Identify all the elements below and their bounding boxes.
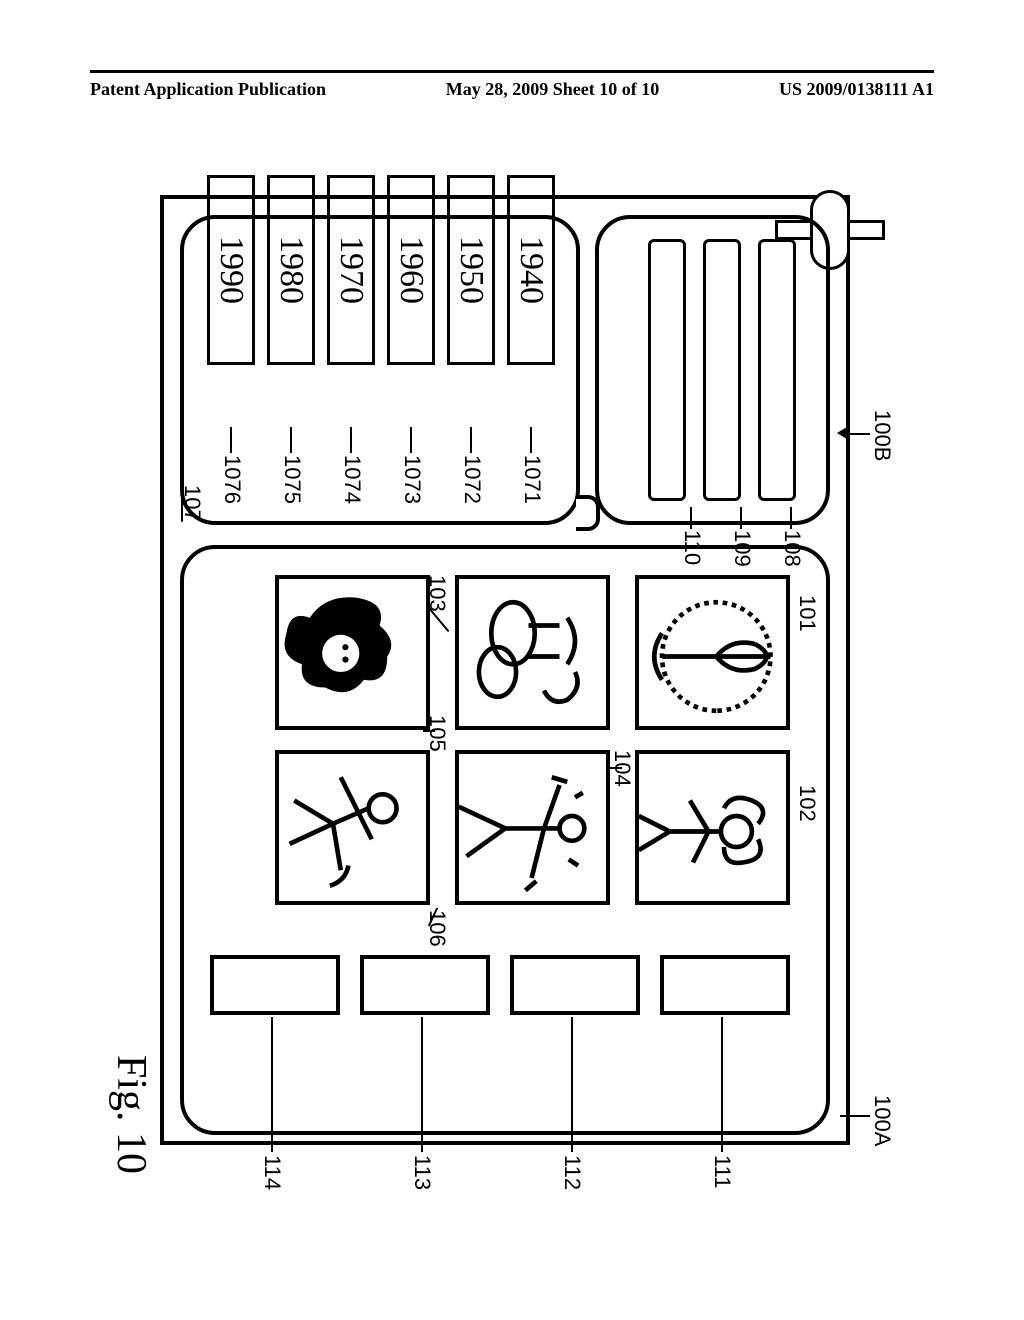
ref-100B: 100B — [869, 410, 895, 461]
tile-103 — [455, 575, 610, 730]
leader-105 — [423, 730, 435, 732]
decade-1940: 1940 — [507, 175, 555, 365]
tile-104-art — [455, 754, 606, 905]
header-left: Patent Application Publication — [90, 79, 326, 100]
leader-113 — [421, 1017, 423, 1152]
arrow-100B — [837, 427, 847, 439]
decade-1960: 1960 — [387, 175, 435, 365]
header-bar: Patent Application Publication May 28, 2… — [90, 70, 934, 100]
decade-1990-label: 1990 — [212, 236, 250, 304]
tile-101 — [635, 575, 790, 730]
ref-108: 108 — [779, 530, 805, 567]
tile-103-art — [455, 579, 606, 730]
leader-100B — [845, 433, 870, 435]
category-slot-1 — [758, 239, 796, 501]
ref-100A: 100A — [869, 1095, 895, 1146]
ref-1071: 1071 — [519, 455, 545, 504]
aux-box-114 — [210, 955, 340, 1015]
leader-1071 — [530, 427, 532, 453]
ref-102: 102 — [794, 785, 820, 822]
leader-111 — [721, 1017, 723, 1152]
ref-106: 106 — [424, 910, 450, 947]
ref-1072: 1072 — [459, 455, 485, 504]
tile-102 — [635, 750, 790, 905]
decade-1970-label: 1970 — [332, 236, 370, 304]
leader-100A — [840, 1115, 870, 1117]
decade-1980: 1980 — [267, 175, 315, 365]
ref-112: 112 — [559, 1155, 585, 1190]
decade-1960-label: 1960 — [392, 236, 430, 304]
leader-1075 — [290, 427, 292, 453]
tile-104 — [455, 750, 610, 905]
tile-106 — [275, 750, 430, 905]
ref-1073: 1073 — [399, 455, 425, 504]
leader-1072 — [470, 427, 472, 453]
ref-1075: 1075 — [279, 455, 305, 504]
header-right: US 2009/0138111 A1 — [779, 79, 934, 100]
ref-111: 111 — [709, 1155, 735, 1188]
figure-drawing: 1940 1950 1960 1970 1980 1990 — [130, 155, 890, 1185]
aux-box-111 — [660, 955, 790, 1015]
ref-1076: 1076 — [219, 455, 245, 504]
decade-1980-label: 1980 — [272, 236, 310, 304]
tile-105-art — [275, 579, 426, 730]
tile-102-art — [635, 754, 786, 905]
leader-110 — [690, 507, 692, 529]
ref-105: 105 — [424, 715, 450, 752]
tile-105 — [275, 575, 430, 730]
aux-box-113 — [360, 955, 490, 1015]
leader-104 — [610, 767, 622, 769]
tile-106-art — [275, 754, 426, 905]
figure-10: 1940 1950 1960 1970 1980 1990 — [0, 290, 1024, 1050]
decade-1990: 1990 — [207, 175, 255, 365]
leader-1076 — [230, 427, 232, 453]
tile-101-art — [635, 579, 786, 730]
header-mid: May 28, 2009 Sheet 10 of 10 — [446, 79, 659, 100]
panel-tab-notch — [576, 495, 600, 531]
leader-109 — [740, 507, 742, 529]
decade-1940-label: 1940 — [512, 236, 550, 304]
ref-107: 107 — [179, 485, 205, 522]
leader-112 — [571, 1017, 573, 1152]
leader-114 — [271, 1017, 273, 1152]
ref-1074: 1074 — [339, 455, 365, 504]
leader-1073 — [410, 427, 412, 453]
decade-1950: 1950 — [447, 175, 495, 365]
category-panel — [595, 215, 830, 525]
category-slot-2 — [703, 239, 741, 501]
category-slot-3 — [648, 239, 686, 501]
leader-108 — [790, 507, 792, 529]
aux-box-112 — [510, 955, 640, 1015]
ref-109: 109 — [729, 530, 755, 567]
ref-103: 103 — [424, 575, 450, 612]
decade-1970: 1970 — [327, 175, 375, 365]
figure-caption: Fig. 10 — [107, 1055, 155, 1174]
patent-page: Patent Application Publication May 28, 2… — [0, 0, 1024, 1320]
ref-114: 114 — [259, 1155, 285, 1190]
ref-101: 101 — [794, 595, 820, 632]
leader-1074 — [350, 427, 352, 453]
ref-110: 110 — [679, 530, 705, 565]
ref-113: 113 — [409, 1155, 435, 1190]
decade-1950-label: 1950 — [452, 236, 490, 304]
